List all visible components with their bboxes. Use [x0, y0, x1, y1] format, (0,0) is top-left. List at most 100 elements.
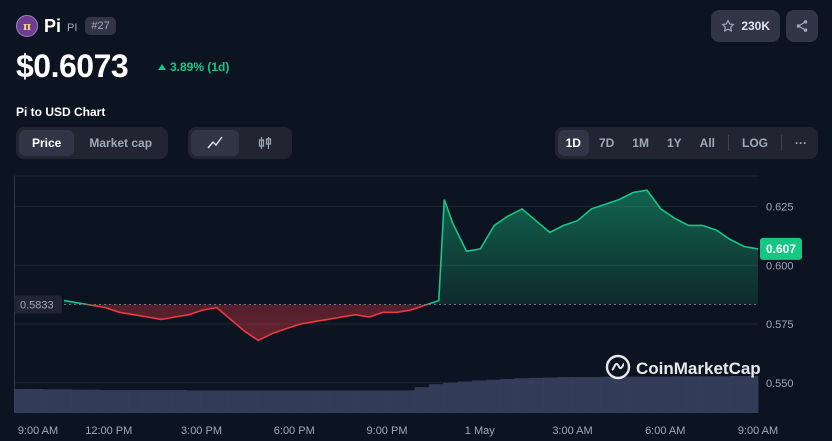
volume-bar [328, 390, 344, 413]
volume-bar [657, 376, 673, 413]
divider [728, 135, 729, 151]
x-tick-label: 6:00 PM [274, 425, 315, 437]
share-button[interactable] [786, 10, 818, 42]
candlestick-button[interactable] [241, 130, 289, 156]
volume-bar [242, 390, 258, 413]
range-all[interactable]: All [699, 136, 715, 150]
volume-bar [672, 376, 687, 413]
coin-name: Pi [44, 15, 62, 36]
volume-bar [56, 389, 72, 413]
range-7d[interactable]: 7D [598, 136, 615, 150]
volume-bar [500, 378, 516, 413]
volume-bar [557, 377, 573, 413]
range-1m[interactable]: 1M [632, 136, 649, 150]
watchlist-count: 230K [741, 19, 770, 33]
volume-bar [414, 387, 430, 413]
volume-bar [343, 390, 358, 413]
volume-bar [85, 389, 101, 413]
x-tick-label: 1 May [465, 425, 495, 437]
volume-bar [543, 377, 559, 413]
x-tick-label: 9:00 AM [18, 425, 58, 437]
volume-bar [629, 376, 644, 413]
volume-bar [99, 390, 115, 413]
coinmarketcap-logo-icon [605, 354, 631, 380]
volume-bar [686, 376, 702, 413]
price-change: 3.89% (1d) [158, 60, 229, 74]
price-change-value: 3.89% (1d) [170, 60, 230, 74]
x-tick-label: 9:00 AM [738, 425, 778, 437]
y-tick-label: 0.625 [766, 202, 794, 214]
price-chart: 0.5833 0.607 0.625 0.600 0.575 0.550 9:00 AM… [0, 172, 832, 441]
volume-bar [28, 388, 44, 413]
volume-bar [185, 390, 201, 413]
volume-bar [457, 381, 473, 413]
current-price-tag [760, 237, 802, 260]
volume-bar [586, 377, 602, 413]
chart-title: Pi to USD Chart [16, 105, 106, 119]
volume-bars [14, 376, 759, 413]
top-actions: 230K [711, 10, 818, 42]
price-area [64, 190, 758, 341]
volume-bar [114, 390, 129, 413]
price-area-up [64, 190, 758, 305]
volume-bar [200, 390, 215, 413]
volume-bar [300, 390, 315, 413]
price-line-up [63, 189, 759, 305]
volume-bar [214, 390, 230, 413]
reference-label-box [14, 295, 62, 314]
coin-symbol: PI [67, 21, 78, 34]
y-tick-label: 0.550 [766, 378, 794, 390]
y-tick-label: 0.600 [766, 260, 794, 272]
range-1d[interactable]: 1D [557, 130, 589, 156]
volume-bar [643, 376, 659, 413]
volume-bar [614, 376, 630, 413]
chart-type-toggle: Price Market cap [16, 127, 169, 159]
volume-bar [443, 382, 458, 413]
price-chart-svg: 0.5833 0.607 0.625 0.600 0.575 0.550 9:00 AM… [14, 175, 802, 437]
x-axis: 9:00 AM 12:00 PM 3:00 PM 6:00 PM 9:00 PM 1 Ma… [18, 425, 778, 437]
price-area-down [87, 304, 428, 341]
volume-bar [285, 390, 301, 413]
time-range-toggle: 1D 7D 1M 1Y All LOG ··· [554, 127, 818, 159]
y-axis: 0.625 0.600 0.575 0.550 [766, 202, 794, 390]
chart-style-toggle [188, 127, 292, 159]
volume-bar [371, 390, 387, 413]
x-tick-label: 3:00 PM [181, 425, 222, 437]
volume-bar [157, 390, 172, 413]
y-tick-label: 0.575 [766, 319, 794, 331]
volume-bar [142, 390, 158, 413]
x-tick-label: 9:00 PM [367, 425, 408, 437]
watermark: CoinMarketCap [605, 354, 761, 380]
x-tick-label: 6:00 AM [645, 425, 685, 437]
caret-up-icon [158, 64, 166, 70]
volume-bar [572, 377, 587, 413]
reference-label: 0.5833 [20, 300, 54, 312]
divider [781, 135, 782, 151]
more-options-button[interactable]: ··· [795, 136, 807, 150]
volume-bar [514, 378, 530, 413]
x-tick-label: 3:00 AM [552, 425, 592, 437]
star-icon [722, 19, 735, 32]
volume-bar [71, 389, 86, 413]
share-icon [796, 20, 808, 32]
volume-bar [357, 390, 373, 413]
price-line-down [82, 304, 430, 342]
volume-bar [471, 380, 487, 413]
watchlist-button[interactable]: 230K [711, 10, 780, 42]
pi-logo-icon: π [16, 15, 38, 37]
volume-bar [743, 376, 759, 413]
volume-bar [14, 388, 29, 413]
log-scale-button[interactable]: LOG [742, 136, 768, 150]
volume-bar [400, 390, 416, 413]
volume-bar [257, 390, 272, 413]
range-1y[interactable]: 1Y [666, 136, 682, 150]
current-price: $0.6073 [16, 48, 129, 84]
tab-market-cap[interactable]: Market cap [89, 136, 153, 150]
rank-badge: #27 [85, 17, 116, 35]
watermark-text: CoinMarketCap [636, 359, 761, 378]
volume-bar [228, 390, 244, 413]
volume-bar [700, 376, 716, 413]
line-chart-button[interactable] [191, 130, 239, 156]
tab-price[interactable]: Price [19, 130, 75, 156]
volume-bar [428, 384, 444, 413]
